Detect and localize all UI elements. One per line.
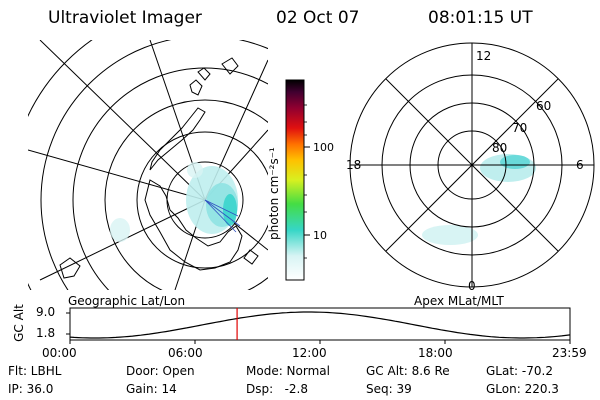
colorbar: 100 10 photon cm⁻²s⁻¹	[267, 79, 334, 281]
geographic-caption: Geographic Lat/Lon	[68, 294, 186, 308]
altitude-xtick-1: 06:00	[168, 346, 203, 360]
info-door: Door: Open	[126, 364, 195, 378]
aurora-emission	[110, 162, 238, 242]
longitude-lines	[28, 40, 268, 290]
info-filter: Flt: LBHL	[8, 364, 62, 378]
date-label: 02 Oct 07	[276, 8, 360, 28]
magnetic-dial	[349, 42, 595, 288]
info-mode: Mode: Normal	[246, 364, 330, 378]
altitude-ylabel: GC Alt	[12, 304, 26, 342]
altitude-curve	[69, 311, 571, 339]
colorbar-tick-label-100: 100	[313, 141, 334, 154]
altitude-ytick-high: 9.0	[36, 305, 56, 319]
altitude-ytick-low: 1.8	[36, 326, 56, 340]
coastlines	[59, 57, 259, 279]
info-glon: GLon: 220.3	[486, 382, 559, 396]
aurora-oval-nightside	[422, 225, 478, 245]
apex-caption: Apex MLat/MLT	[414, 294, 504, 308]
info-dsp: Dsp: -2.8	[246, 382, 309, 396]
altitude-plot	[66, 307, 571, 344]
info-gc-alt: GC Alt: 8.6 Re	[366, 364, 450, 378]
info-ip: IP: 36.0	[8, 382, 54, 396]
mlt-label-6: 6	[576, 158, 584, 172]
altitude-xtick-2: 12:00	[292, 346, 327, 360]
colorbar-unit-label: photon cm⁻²s⁻¹	[267, 147, 281, 240]
info-gain: Gain: 14	[126, 382, 177, 396]
mlat-label-70: 70	[512, 121, 527, 135]
altitude-xtick-3: 18:00	[418, 346, 453, 360]
colorbar-gradient	[285, 79, 305, 281]
mlat-label-80: 80	[492, 141, 507, 155]
mlt-label-0: 0	[468, 279, 476, 293]
mlt-label-12: 12	[476, 49, 491, 63]
altitude-xtick-0: 00:00	[42, 346, 77, 360]
meridian-diag-b	[385, 78, 559, 252]
mlt-label-18: 18	[346, 158, 361, 172]
altitude-xtick-4: 23:59	[552, 346, 587, 360]
view-direction-lines	[204, 199, 241, 233]
info-seq: Seq: 39	[366, 382, 412, 396]
geographic-map	[28, 40, 268, 290]
app-title: Ultraviolet Imager	[48, 8, 202, 28]
info-glat: GLat: -70.2	[486, 364, 553, 378]
time-label: 08:01:15 UT	[428, 8, 533, 28]
mlat-label-60: 60	[536, 99, 551, 113]
colorbar-tick-label-10: 10	[313, 229, 327, 242]
